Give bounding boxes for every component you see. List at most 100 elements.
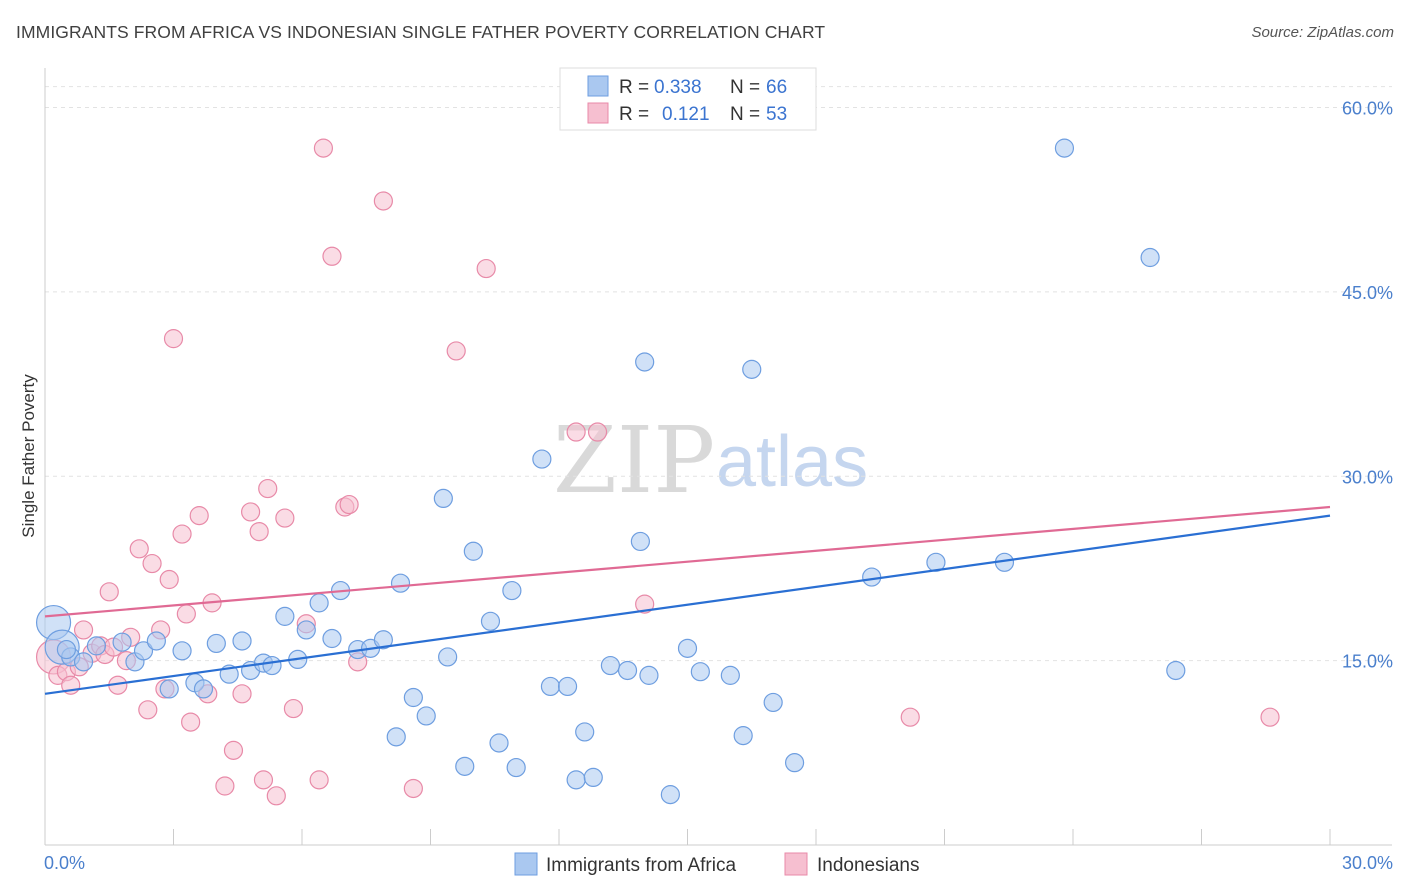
point-immigrants-from-africa bbox=[532, 449, 552, 469]
point-immigrants-from-africa bbox=[617, 660, 638, 681]
point-immigrants-from-africa bbox=[763, 692, 783, 713]
point-immigrants-from-africa bbox=[600, 655, 621, 676]
point-immigrants-from-africa bbox=[56, 639, 77, 660]
point-indonesians bbox=[476, 258, 496, 279]
point-indonesians bbox=[189, 506, 209, 526]
series-immigrants-from-africa bbox=[35, 138, 1186, 805]
point-immigrants-from-africa bbox=[1140, 247, 1160, 268]
point-immigrants-from-africa bbox=[373, 630, 393, 650]
legend-n-label-2: N = bbox=[730, 104, 760, 125]
point-indonesians bbox=[172, 524, 192, 544]
point-immigrants-from-africa bbox=[463, 541, 483, 561]
point-immigrants-from-africa bbox=[784, 753, 805, 773]
point-immigrants-from-africa bbox=[489, 733, 509, 753]
point-indonesians bbox=[587, 422, 608, 442]
point-indonesians bbox=[373, 191, 393, 211]
point-immigrants-from-africa bbox=[112, 632, 132, 652]
point-indonesians bbox=[138, 700, 158, 720]
point-immigrants-from-africa bbox=[73, 652, 94, 672]
point-indonesians bbox=[215, 776, 235, 796]
point-immigrants-from-africa bbox=[275, 606, 295, 626]
point-immigrants-from-africa bbox=[557, 676, 578, 697]
point-immigrants-from-africa bbox=[159, 679, 179, 699]
point-indonesians bbox=[566, 422, 586, 442]
legend-swatch-pink bbox=[587, 102, 609, 124]
point-immigrants-from-africa bbox=[742, 359, 762, 379]
point-indonesians bbox=[176, 604, 196, 624]
bottom-legend-swatch-blue bbox=[514, 852, 538, 876]
point-indonesians bbox=[249, 521, 269, 542]
point-immigrants-from-africa bbox=[416, 706, 436, 726]
legend-n-value-2: 53 bbox=[766, 104, 787, 125]
point-indonesians bbox=[129, 539, 149, 559]
point-indonesians bbox=[163, 329, 184, 349]
legend-r-value-1: 0.338 bbox=[654, 77, 702, 98]
point-indonesians bbox=[446, 341, 466, 361]
tick-labels: 15.0% 30.0% 45.0% 60.0% 0.0% 30.0% bbox=[44, 99, 1393, 873]
point-immigrants-from-africa bbox=[390, 573, 411, 593]
point-immigrants-from-africa bbox=[322, 628, 342, 649]
point-immigrants-from-africa bbox=[720, 665, 740, 685]
point-immigrants-from-africa bbox=[296, 620, 316, 640]
x-tick-label: 0.0% bbox=[44, 853, 85, 873]
source-label: Source: ZipAtlas.com bbox=[1251, 24, 1394, 41]
point-indonesians bbox=[322, 246, 342, 266]
point-indonesians bbox=[309, 770, 329, 790]
point-indonesians bbox=[1260, 707, 1280, 727]
point-immigrants-from-africa bbox=[438, 647, 458, 667]
point-immigrants-from-africa bbox=[566, 770, 586, 790]
point-immigrants-from-africa bbox=[86, 636, 107, 656]
point-indonesians bbox=[253, 770, 274, 790]
point-immigrants-from-africa bbox=[506, 757, 526, 778]
point-immigrants-from-africa bbox=[540, 676, 561, 697]
point-indonesians bbox=[223, 740, 244, 760]
y-tick-label: 45.0% bbox=[1342, 283, 1393, 303]
trend-lines bbox=[44, 505, 1331, 695]
point-immigrants-from-africa bbox=[635, 352, 655, 372]
y-tick-label: 30.0% bbox=[1342, 467, 1393, 487]
point-indonesians bbox=[232, 684, 252, 704]
grid-lines bbox=[45, 86, 1392, 662]
point-indonesians bbox=[258, 478, 278, 499]
trend-line-immigrants-from-africa bbox=[44, 514, 1331, 695]
y-axis-label: Single Father Poverty bbox=[19, 374, 38, 538]
point-immigrants-from-africa bbox=[386, 727, 406, 747]
point-indonesians bbox=[313, 138, 334, 158]
point-immigrants-from-africa bbox=[309, 593, 329, 613]
point-immigrants-from-africa bbox=[403, 687, 423, 708]
bottom-legend-label-2: Indonesians bbox=[817, 855, 919, 876]
point-immigrants-from-africa bbox=[575, 722, 595, 742]
point-immigrants-from-africa bbox=[480, 611, 501, 631]
point-immigrants-from-africa bbox=[133, 641, 154, 661]
legend-n-label-1: N = bbox=[730, 77, 760, 98]
point-immigrants-from-africa bbox=[690, 662, 710, 682]
point-indonesians bbox=[275, 508, 295, 528]
point-indonesians bbox=[283, 698, 304, 719]
point-immigrants-from-africa bbox=[630, 531, 650, 552]
point-immigrants-from-africa bbox=[862, 567, 882, 587]
point-indonesians bbox=[241, 502, 261, 522]
point-immigrants-from-africa bbox=[583, 767, 603, 788]
legend-r-label-2: R = bbox=[619, 104, 649, 125]
bottom-legend-label-1: Immigrants from Africa bbox=[546, 855, 736, 876]
x-tick-label: 30.0% bbox=[1342, 853, 1393, 873]
point-immigrants-from-africa bbox=[146, 631, 166, 651]
y-tick-label: 15.0% bbox=[1342, 652, 1393, 672]
point-immigrants-from-africa bbox=[733, 726, 753, 746]
point-immigrants-from-africa bbox=[677, 638, 698, 658]
axes bbox=[44, 68, 1392, 846]
point-immigrants-from-africa bbox=[1166, 660, 1186, 681]
point-indonesians bbox=[99, 582, 119, 602]
point-indonesians bbox=[181, 712, 201, 732]
bottom-legend: Immigrants from Africa Indonesians bbox=[514, 852, 919, 876]
point-immigrants-from-africa bbox=[193, 679, 214, 699]
point-indonesians bbox=[900, 707, 920, 727]
point-indonesians bbox=[266, 786, 286, 806]
watermark-atlas: atlas bbox=[716, 422, 868, 502]
point-immigrants-from-africa bbox=[502, 580, 522, 601]
point-immigrants-from-africa bbox=[172, 641, 192, 661]
point-immigrants-from-africa bbox=[455, 756, 475, 776]
bottom-legend-swatch-pink bbox=[784, 852, 808, 876]
trend-line-indonesians bbox=[44, 505, 1331, 618]
point-indonesians bbox=[339, 494, 359, 515]
